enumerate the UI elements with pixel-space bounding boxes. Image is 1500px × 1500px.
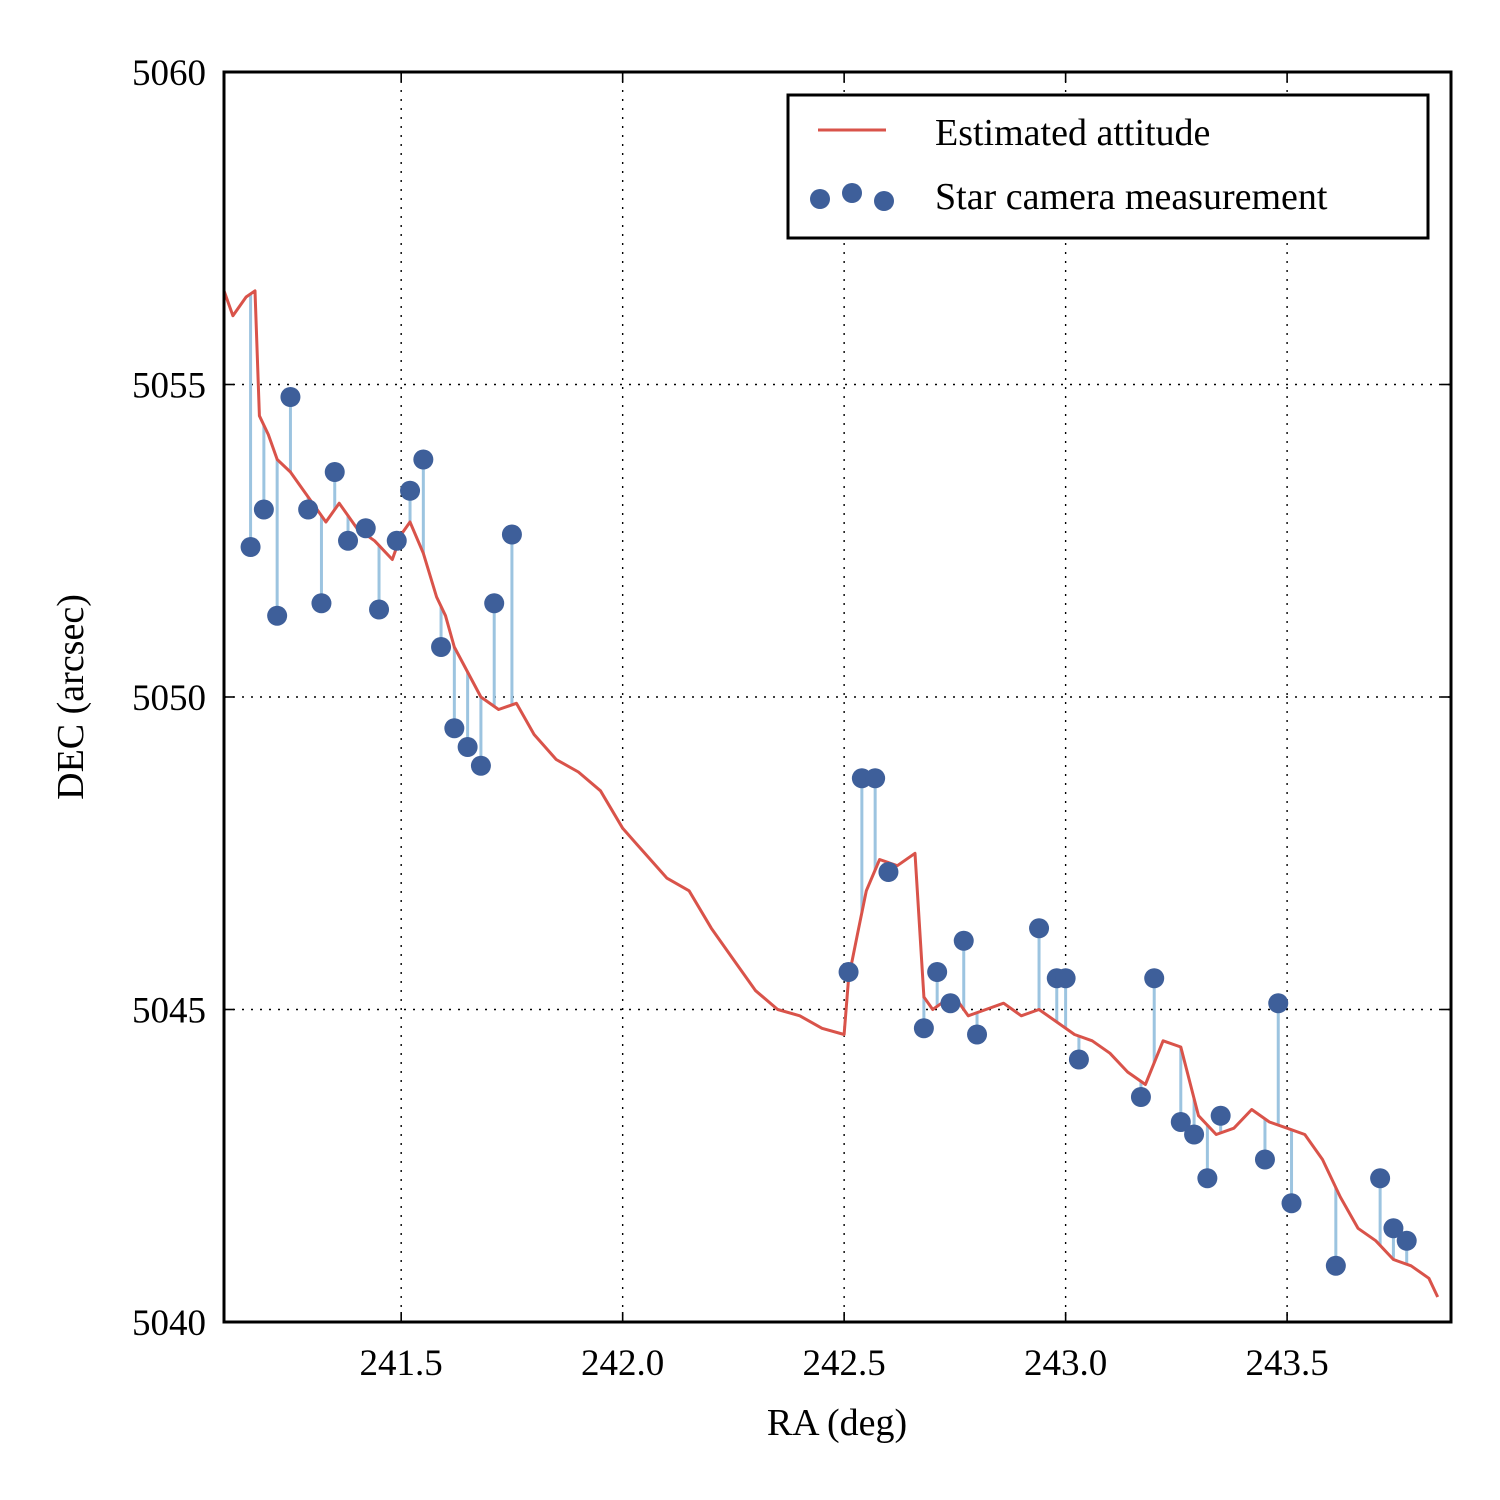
measurement-point <box>1184 1124 1205 1145</box>
measurement-point <box>1055 968 1076 989</box>
legend-dot-swatch <box>842 183 862 203</box>
measurement-point <box>413 449 434 470</box>
measurement-point <box>298 499 319 520</box>
measurement-point <box>1370 1168 1391 1189</box>
measurement-point <box>280 387 301 407</box>
x-tick-label: 242.0 <box>581 1343 664 1384</box>
measurement-point <box>311 593 332 614</box>
measurement-point <box>470 755 491 776</box>
measurement-point <box>878 862 899 882</box>
x-tick-labels: 241.5 242.0 242.5 243.0 243.5 <box>360 1343 1329 1384</box>
measurement-point <box>431 637 452 657</box>
measurement-point <box>1029 918 1050 939</box>
measurement-point <box>1325 1255 1346 1276</box>
measurement-point <box>1210 1105 1231 1126</box>
y-tick-labels: 5040 5045 5050 5055 5060 <box>132 53 206 1344</box>
y-tick-label: 5045 <box>132 991 206 1032</box>
measurement-point <box>1068 1049 1089 1070</box>
measurement-point <box>1281 1193 1302 1214</box>
y-tick-label: 5050 <box>132 678 206 719</box>
measurement-point <box>1383 1218 1404 1239</box>
measurement-point <box>1170 1112 1191 1132</box>
estimated-attitude-line <box>224 289 1440 1298</box>
measurement-point <box>1268 993 1289 1014</box>
measurement-point <box>324 462 345 482</box>
measurement-point <box>865 768 886 789</box>
measurement-point <box>913 1018 934 1039</box>
legend-box <box>786 93 1430 240</box>
measurement-point <box>457 737 478 757</box>
legend-label-estimated: Estimated attitude <box>935 112 1210 154</box>
measurement-point <box>355 518 376 539</box>
y-axis-title: DEC (arcsec) <box>50 594 92 800</box>
measurement-point <box>1396 1230 1417 1251</box>
measurement-point <box>444 718 465 739</box>
measurement-point <box>501 524 522 545</box>
measurement-point <box>253 499 274 520</box>
measurement-point <box>369 599 390 620</box>
axis-ticks <box>224 71 1451 1323</box>
y-tick-label: 5055 <box>132 366 206 407</box>
measurement-point <box>240 537 261 557</box>
measurement-point <box>1130 1087 1151 1107</box>
measurement-point <box>927 962 948 982</box>
plot-area <box>224 289 1440 1298</box>
measurement-point <box>940 993 961 1014</box>
measurement-point <box>338 530 359 551</box>
measurement-point <box>267 605 288 626</box>
measurement-point <box>953 930 974 951</box>
measurement-point <box>1144 968 1165 989</box>
legend-dot-swatch <box>810 189 830 209</box>
measurement-point <box>1197 1168 1218 1189</box>
legend-dot-swatch <box>874 191 894 211</box>
x-tick-label: 243.0 <box>1024 1343 1107 1384</box>
y-tick-label: 5040 <box>132 1303 206 1344</box>
measurement-point <box>967 1024 988 1045</box>
legend: Estimated attitude Star camera measureme… <box>786 93 1430 240</box>
measurement-point <box>484 593 505 614</box>
y-tick-label: 5060 <box>132 53 206 94</box>
x-tick-label: 243.5 <box>1245 1343 1328 1384</box>
x-tick-label: 242.5 <box>803 1343 886 1384</box>
grid <box>224 72 1451 1322</box>
x-axis-title: RA (deg) <box>767 1402 907 1444</box>
measurement-point <box>838 962 859 982</box>
measurement-point <box>1254 1149 1275 1170</box>
measurement-point <box>386 530 407 551</box>
legend-label-measurement: Star camera measurement <box>935 176 1328 218</box>
x-tick-label: 241.5 <box>360 1343 443 1384</box>
measurement-point <box>400 480 421 501</box>
measurement-points <box>240 387 1417 1276</box>
